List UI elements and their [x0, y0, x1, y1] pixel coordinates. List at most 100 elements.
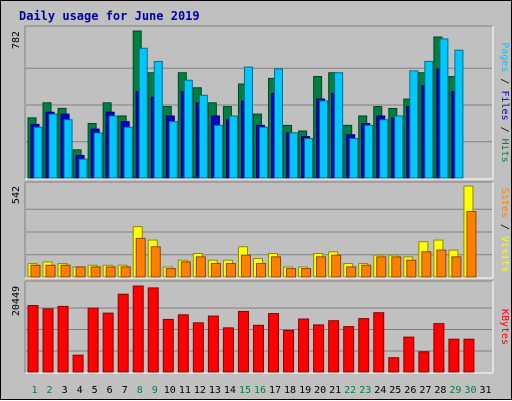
bar-pages-day-15	[243, 66, 253, 179]
max-value-label: 542	[11, 186, 22, 204]
bar-sites-day-10	[165, 268, 176, 278]
bar-pages-day-8	[138, 47, 148, 179]
bar-sites-day-18	[286, 268, 297, 278]
bar-pages-day-26	[409, 70, 419, 179]
bar-kbytes-day-13	[207, 315, 219, 373]
bar-sites-day-25	[391, 256, 402, 278]
bar-kbytes-day-9	[147, 287, 159, 373]
bar-kbytes-day-29	[448, 338, 460, 373]
x-tick-label-day-29: 29	[449, 385, 461, 396]
bar-sites-day-23	[361, 264, 372, 278]
bar-sites-day-6	[105, 266, 116, 278]
x-tick-label-day-20: 20	[314, 385, 326, 396]
x-tick-label-day-23: 23	[359, 385, 371, 396]
bar-sites-day-3	[60, 264, 71, 278]
x-tick-label-day-14: 14	[224, 385, 236, 396]
legend-part: Hits	[499, 139, 510, 163]
bar-kbytes-day-30	[463, 338, 475, 373]
bar-kbytes-day-16	[252, 324, 264, 373]
bar-pages-day-22	[349, 138, 359, 179]
bar-sites-day-2	[45, 264, 56, 278]
bar-pages-day-19	[304, 138, 314, 179]
x-tick-label-day-4: 4	[77, 385, 83, 396]
bar-kbytes-day-11	[177, 314, 189, 373]
x-tick-label-day-22: 22	[344, 385, 356, 396]
x-tick-label-day-21: 21	[329, 385, 341, 396]
bar-pages-day-28	[439, 38, 449, 179]
bar-sites-day-29	[451, 256, 462, 278]
bar-pages-day-4	[78, 158, 88, 179]
x-tick-label-day-13: 13	[209, 385, 221, 396]
bar-kbytes-day-12	[192, 322, 204, 373]
bar-pages-day-17	[274, 68, 284, 179]
bar-kbytes-day-25	[388, 357, 400, 373]
bar-sites-day-14	[225, 263, 236, 278]
bar-sites-day-28	[436, 249, 447, 278]
bar-pages-day-21	[334, 72, 344, 179]
x-tick-label-day-17: 17	[269, 385, 281, 396]
bar-sites-day-22	[346, 266, 357, 278]
bar-kbytes-day-18	[283, 329, 295, 373]
x-tick-label-day-30: 30	[464, 385, 476, 396]
bar-kbytes-day-7	[117, 293, 129, 373]
bar-kbytes-day-27	[418, 351, 430, 373]
x-tick-label-day-7: 7	[122, 385, 128, 396]
x-tick-label-day-15: 15	[239, 385, 251, 396]
bar-sites-day-20	[316, 256, 327, 278]
bar-sites-day-27	[421, 251, 432, 278]
bar-sites-day-15	[240, 254, 251, 278]
bar-kbytes-day-15	[237, 310, 249, 373]
bar-sites-day-30	[466, 211, 477, 278]
bar-kbytes-day-4	[72, 354, 84, 373]
bar-kbytes-day-21	[328, 320, 340, 373]
bar-sites-day-9	[150, 246, 161, 278]
bar-pages-day-29	[454, 49, 464, 179]
bar-sites-day-26	[406, 259, 417, 278]
legend-part: Visits	[499, 236, 510, 272]
panel-visits_sites: 542	[11, 181, 494, 279]
bar-pages-day-20	[319, 100, 329, 179]
bar-sites-day-7	[120, 266, 131, 278]
bar-pages-day-16	[258, 126, 268, 179]
bar-pages-day-25	[394, 115, 404, 179]
x-tick-label-day-31: 31	[479, 385, 491, 396]
bar-pages-day-13	[213, 124, 223, 179]
bar-sites-day-24	[376, 256, 387, 278]
bar-kbytes-day-3	[57, 305, 69, 373]
bar-sites-day-12	[195, 256, 206, 278]
x-tick-label-day-26: 26	[404, 385, 416, 396]
bar-pages-day-24	[379, 119, 389, 179]
legend-part: /	[499, 218, 510, 236]
x-tick-label-day-12: 12	[194, 385, 206, 396]
x-tick-label-day-18: 18	[284, 385, 296, 396]
legend-part: Sites	[499, 188, 510, 218]
legend-kbytes: KBytes	[499, 309, 510, 345]
bar-kbytes-day-2	[42, 308, 54, 373]
bar-kbytes-day-24	[373, 312, 385, 373]
bar-kbytes-day-6	[102, 312, 114, 373]
bar-kbytes-day-19	[298, 318, 310, 373]
bar-kbytes-day-28	[433, 323, 445, 373]
x-tick-label-day-10: 10	[164, 385, 176, 396]
legend-part: /	[499, 72, 510, 90]
bar-pages-day-27	[424, 60, 434, 179]
x-tick-label-day-16: 16	[254, 385, 266, 396]
x-tick-label-day-2: 2	[47, 385, 53, 396]
legend-part: KBytes	[499, 309, 510, 345]
bar-kbytes-day-10	[162, 318, 174, 373]
bar-sites-day-13	[210, 263, 221, 278]
legend-part: Files	[499, 90, 510, 120]
bar-pages-day-3	[63, 119, 73, 179]
bar-kbytes-day-8	[132, 285, 144, 373]
bar-kbytes-day-20	[313, 324, 325, 373]
bar-kbytes-day-5	[87, 307, 99, 373]
legend-hits_files_pages: Pages / Files / Hits	[499, 42, 510, 162]
x-tick-label-day-9: 9	[152, 385, 158, 396]
x-tick-label-day-28: 28	[434, 385, 446, 396]
bar-kbytes-day-1	[27, 305, 39, 373]
x-tick-label-day-11: 11	[179, 385, 191, 396]
bar-pages-day-5	[93, 132, 103, 179]
legend-visits_sites: Sites / Visits	[499, 188, 510, 272]
